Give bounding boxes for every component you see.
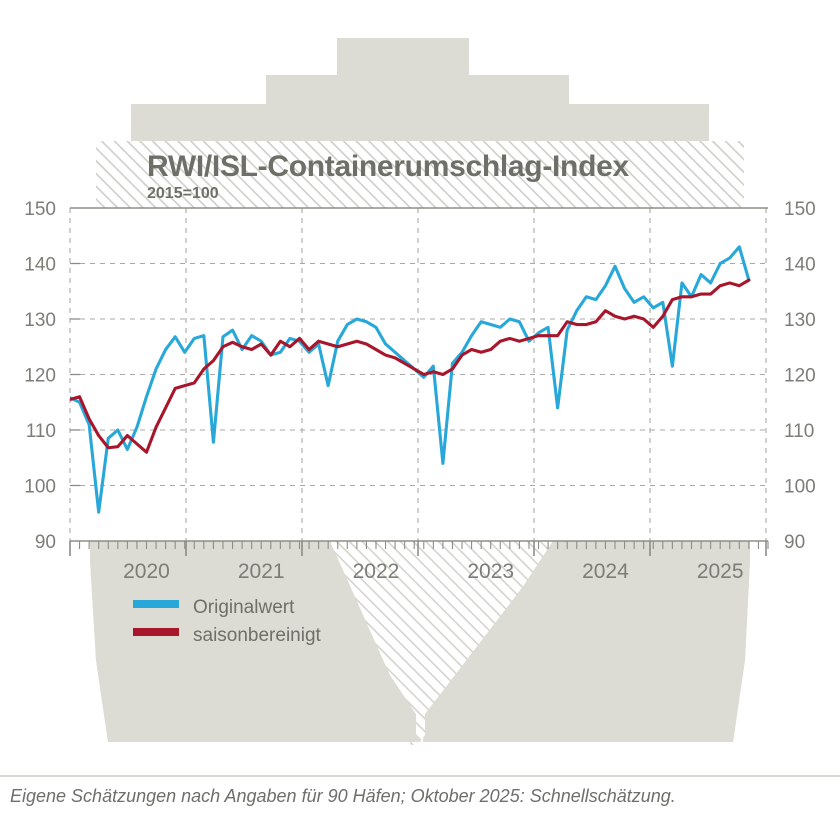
legend-label-saisonbereinigt: saisonbereinigt [193,625,322,646]
chart-legend: Originalwert saisonbereinigt [133,597,322,646]
y-tick-label: 90 [784,532,805,553]
y-axis-labels-right: 150 140 130 120 110 100 90 [784,199,816,553]
y-tick-label: 130 [784,310,816,331]
y-tick-label: 90 [35,532,56,553]
y-tick-label: 150 [24,199,56,220]
chart-subtitle: 2015=100 [147,185,219,202]
ship-hull-graphic [90,541,750,745]
y-tick-label: 100 [24,477,56,498]
x-axis-labels: 2020 2021 2022 2023 2024 2025 [123,560,743,583]
x-axis-month-ticks [69,541,769,549]
y-tick-label: 110 [26,421,56,442]
legend-label-originalwert: Originalwert [193,597,295,618]
series-line-saisonbereinigt [70,278,751,454]
x-axis-year-ticks [69,541,767,556]
y-axis-labels-left: 150 140 130 120 110 100 90 [24,199,56,553]
x-tick-label: 2022 [353,560,400,583]
footnote: Eigene Schätzungen nach Angaben für 90 H… [10,786,676,806]
ship-superstructure-graphic [131,38,709,143]
chart-title: RWI/ISL-Containerumschlag-Index [147,150,629,183]
x-tick-label: 2024 [582,560,629,583]
legend-swatch-originalwert [133,600,179,608]
y-tick-label: 140 [784,255,816,276]
x-tick-label: 2023 [467,560,514,583]
y-axis-ticks [70,262,80,487]
gridlines [69,208,768,541]
y-tick-label: 130 [24,310,56,331]
x-tick-label: 2021 [238,560,285,583]
y-tick-label: 150 [784,199,816,220]
title-band [96,141,744,208]
y-tick-label: 120 [24,366,56,387]
x-tick-label: 2025 [697,560,744,583]
legend-swatch-saisonbereinigt [133,628,179,636]
y-tick-label: 120 [784,366,816,387]
y-tick-label: 140 [24,255,56,276]
y-tick-label: 110 [784,421,814,442]
y-tick-label: 100 [784,477,816,498]
x-tick-label: 2020 [123,560,170,583]
